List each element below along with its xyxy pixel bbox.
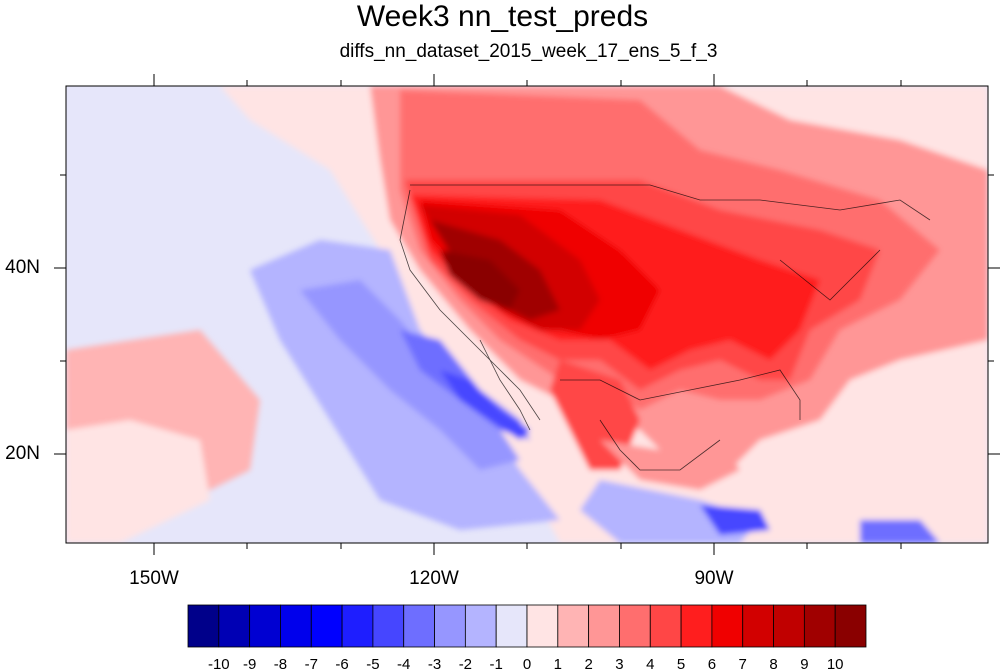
colorbar-label: 7 — [739, 656, 747, 672]
colorbar-swatch — [495, 604, 528, 648]
lon-label-150w: 150W — [129, 568, 179, 589]
colorbar-swatch — [249, 604, 281, 648]
colorbar-swatch — [434, 604, 466, 648]
map-subtitle: diffs_nn_dataset_2015_week_17_ens_5_f_3 — [339, 41, 718, 62]
colorbar-label: 2 — [584, 656, 592, 672]
colorbar-label: 5 — [677, 656, 685, 672]
colorbar-swatch — [372, 604, 405, 648]
map-title: Week3 nn_test_preds — [356, 0, 649, 33]
colorbar-swatch — [711, 604, 744, 648]
colorbar-swatch — [649, 604, 682, 648]
colorbar-swatch — [557, 604, 590, 648]
colorbar-label: 4 — [646, 656, 654, 672]
temperature-anomaly-field — [66, 86, 988, 543]
colorbar-swatch — [803, 604, 836, 648]
colorbar-swatch — [742, 604, 774, 648]
colorbar-label: 9 — [800, 656, 808, 672]
lon-label-120w: 120W — [409, 568, 459, 589]
lat-label-40n: 40N — [5, 257, 40, 278]
colorbar-swatch — [310, 604, 343, 648]
colorbar-label: -5 — [366, 656, 379, 672]
colorbar-swatch — [403, 604, 435, 648]
colorbar-label: 0 — [523, 656, 531, 672]
colorbar-label: -8 — [274, 656, 287, 672]
colorbar-swatch — [526, 604, 559, 648]
colorbar-label: 8 — [769, 656, 777, 672]
colorbar-label: -10 — [208, 656, 230, 672]
axis-ticks — [54, 74, 1000, 555]
colorbar-label: 1 — [554, 656, 562, 672]
colorbar-label: -7 — [305, 656, 318, 672]
colorbar-label: -1 — [490, 656, 503, 672]
colorbar-swatch — [464, 604, 497, 648]
colorbar-label: 3 — [615, 656, 623, 672]
colorbar-swatch — [834, 604, 867, 648]
colorbar-label: -3 — [428, 656, 441, 672]
colorbar-label: -6 — [335, 656, 348, 672]
colorbar-swatch — [218, 604, 251, 648]
colorbar-swatch — [280, 604, 312, 648]
colorbar-label: 10 — [827, 656, 844, 672]
colorbar: -10 -9 -8 -7 -6 -5 -4 -3 -2 -1 0 1 2 3 4 5 6 7 8 9 10 — [187, 604, 867, 672]
lat-label-20n: 20N — [5, 443, 40, 464]
colorbar-swatch — [588, 604, 620, 648]
colorbar-label: 6 — [708, 656, 716, 672]
lon-label-90w: 90W — [694, 568, 734, 589]
colorbar-label: -2 — [459, 656, 472, 672]
colorbar-swatch — [773, 604, 805, 648]
colorbar-swatch — [619, 604, 651, 648]
colorbar-swatch — [187, 604, 220, 648]
colorbar-label: -4 — [397, 656, 410, 672]
colorbar-label: -9 — [243, 656, 256, 672]
colorbar-swatch — [341, 604, 374, 648]
colorbar-swatch — [680, 604, 713, 648]
